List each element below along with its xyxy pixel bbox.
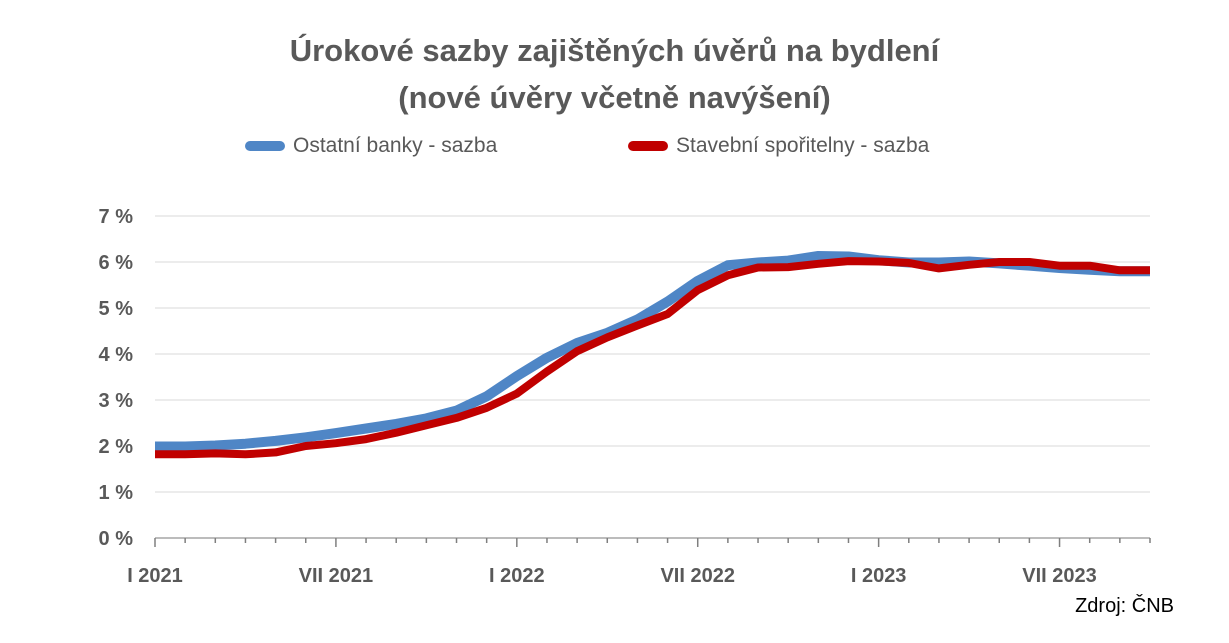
legend-swatch-ostatni-banky: [245, 141, 285, 151]
chart-title: Úrokové sazby zajištěných úvěrů na bydle…: [289, 33, 940, 68]
y-tick-label: 5 %: [99, 298, 134, 320]
x-tick-label: VII 2023: [1022, 565, 1097, 587]
source-note: Zdroj: ČNB: [1075, 595, 1174, 617]
y-tick-label: 4 %: [99, 344, 134, 366]
y-tick-label: 1 %: [99, 482, 134, 504]
series-line-stavebni-sporitelny: [155, 257, 1150, 459]
legend-swatch-stavebni-sporitelny: [628, 141, 668, 151]
y-tick-label: 0 %: [99, 528, 134, 550]
legend-label-ostatni-banky: Ostatní banky - sazba: [293, 134, 498, 157]
chart-subtitle: (nové úvěry včetně navýšení): [398, 80, 831, 115]
legend-label-stavebni-sporitelny: Stavební spořitelny - sazba: [676, 134, 930, 157]
x-tick-label: I 2023: [851, 565, 907, 587]
x-tick-label: VII 2022: [660, 565, 735, 587]
series-line-ostatni-banky: [155, 251, 1150, 452]
y-tick-label: 3 %: [99, 390, 134, 412]
y-tick-label: 6 %: [99, 252, 134, 274]
x-tick-label: I 2022: [489, 565, 545, 587]
legend-entry-ostatni-banky: Ostatní banky - sazba: [245, 134, 497, 158]
y-tick-label: 7 %: [99, 206, 134, 228]
x-tick-label: I 2021: [127, 565, 183, 587]
legend-entry-stavebni-sporitelny: Stavební spořitelny - sazba: [628, 134, 929, 158]
x-tick-label: VII 2021: [299, 565, 374, 587]
y-tick-label: 2 %: [99, 436, 134, 458]
